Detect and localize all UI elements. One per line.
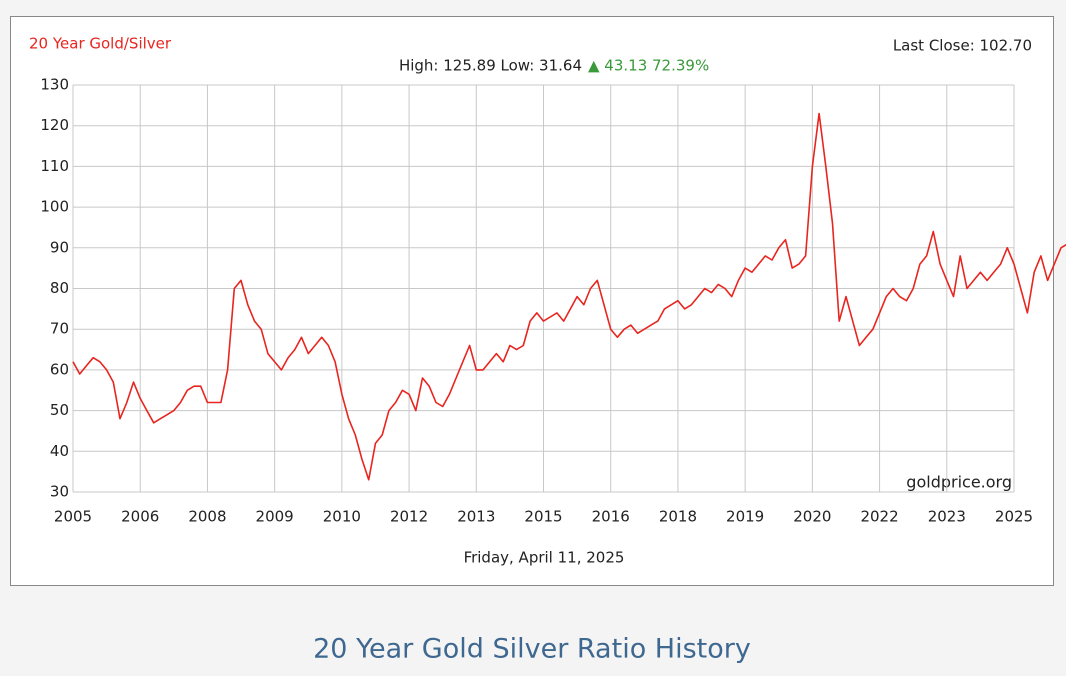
x-tick-label: 2005	[54, 508, 92, 526]
x-tick-label: 2009	[256, 508, 294, 526]
x-tick-label: 2018	[659, 508, 697, 526]
x-tick-label: 2022	[860, 508, 898, 526]
data-line	[72, 112, 1066, 481]
y-tick-label: 30	[50, 483, 69, 501]
y-tick-label: 50	[50, 401, 69, 419]
y-tick-label: 90	[50, 238, 69, 256]
chart-frame	[10, 16, 1054, 586]
chart-title: 20 Year Gold/Silver	[29, 35, 172, 53]
caption: 20 Year Gold Silver Ratio History	[313, 634, 751, 665]
y-tick-label: 60	[50, 360, 69, 378]
x-tick-label: 2020	[793, 508, 831, 526]
y-tick-label: 130	[40, 76, 69, 94]
subtitle: High: 125.89 Low: 31.64	[399, 57, 582, 75]
y-tick-label: 80	[50, 279, 69, 297]
x-tick-label: 2010	[323, 508, 361, 526]
y-tick-label: 100	[40, 198, 69, 216]
x-tick-label: 2012	[390, 508, 428, 526]
source: goldprice.org	[906, 473, 1012, 492]
date: Friday, April 11, 2025	[464, 549, 625, 567]
change: ▲ 43.13 72.39%	[588, 57, 709, 75]
y-tick-label: 70	[50, 320, 69, 338]
x-tick-label: 2023	[928, 508, 966, 526]
y-tick-label: 110	[40, 157, 69, 175]
x-tick-label: 2019	[726, 508, 764, 526]
x-tick-label: 2013	[457, 508, 495, 526]
x-tick-label: 2006	[121, 508, 159, 526]
y-tick-label: 120	[40, 116, 69, 134]
x-tick-label: 2015	[524, 508, 562, 526]
last-close: Last Close: 102.70	[893, 37, 1032, 55]
y-tick-label: 40	[50, 442, 69, 460]
x-tick-label: 2016	[592, 508, 630, 526]
x-tick-label: 2008	[188, 508, 226, 526]
x-tick-label: 2025	[995, 508, 1033, 526]
